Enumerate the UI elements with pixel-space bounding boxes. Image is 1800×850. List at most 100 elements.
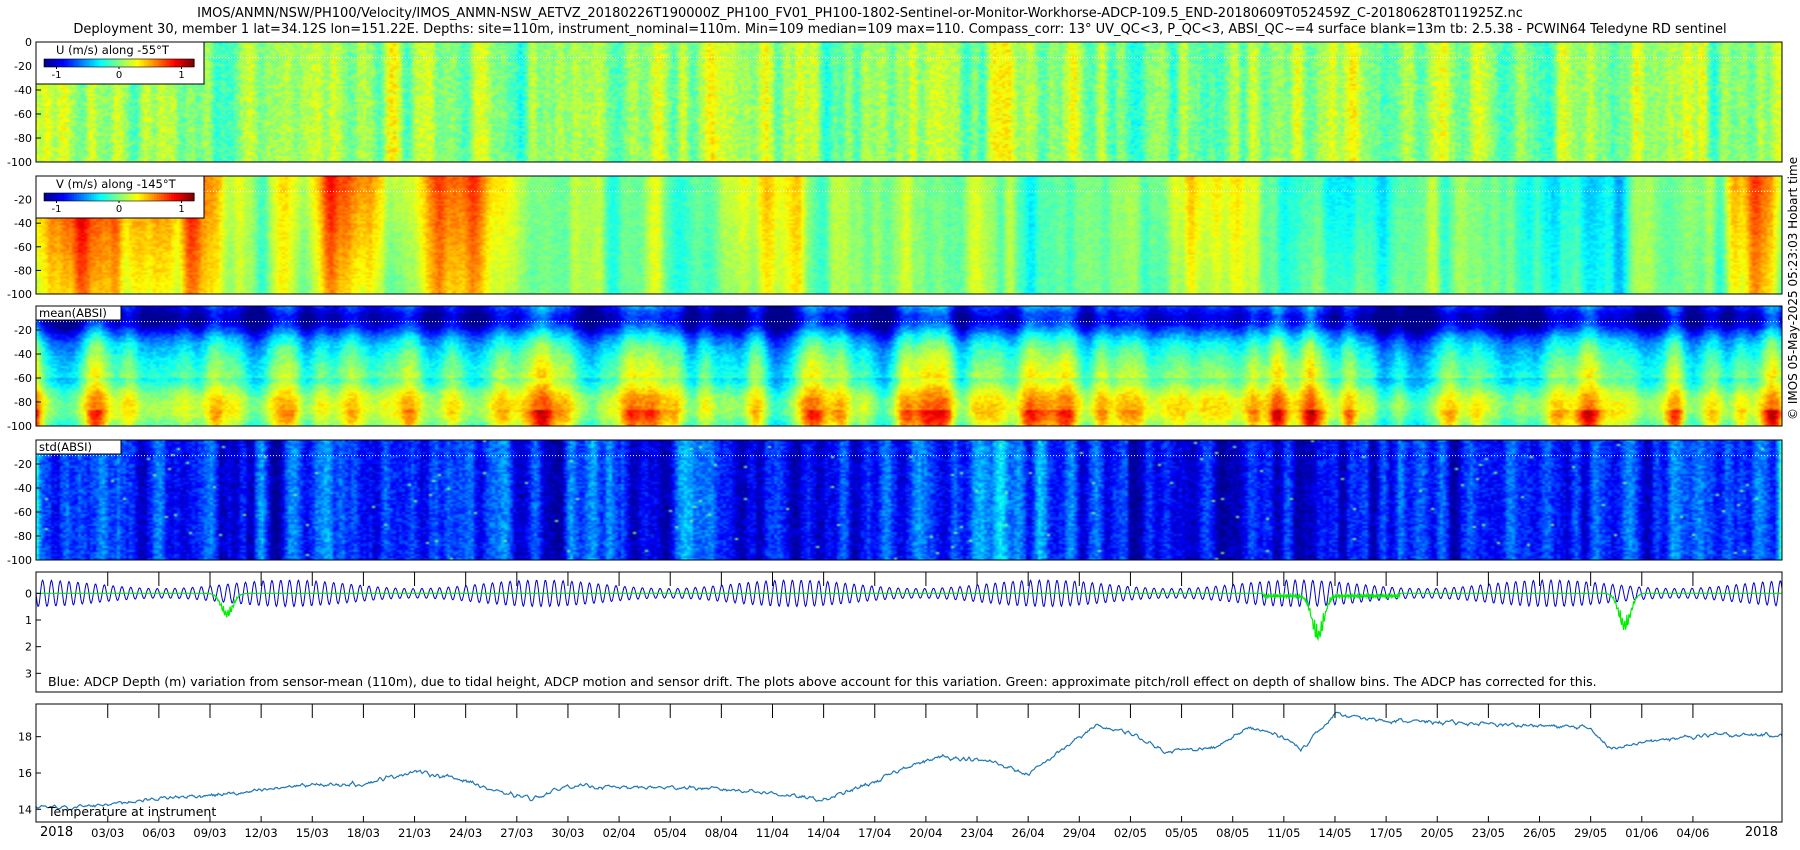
- colorbar-swatch: [64, 59, 68, 67]
- deployment-info-title: Deployment 30, member 1 lat=34.12S lon=1…: [73, 22, 1727, 37]
- colorbar-swatch: [136, 193, 140, 201]
- colorbar-swatch: [151, 193, 155, 201]
- colorbar-swatch: [101, 193, 105, 201]
- colorbar-swatch: [116, 193, 120, 201]
- y-tick-label: -80: [14, 264, 32, 277]
- colorbar-swatch: [134, 59, 138, 67]
- colorbar-swatch: [44, 59, 48, 67]
- x-tick-label: 05/04: [654, 826, 687, 840]
- colorbar-swatch: [186, 193, 190, 201]
- x-tick-label: 24/03: [449, 826, 482, 840]
- colorbar-swatch: [89, 193, 93, 201]
- colorbar-tick-label: 1: [178, 204, 184, 215]
- colorbar-swatch: [146, 59, 150, 67]
- y-tick-label: -60: [14, 506, 32, 519]
- colorbar-swatch: [164, 59, 168, 67]
- year-label-right: 2018: [1745, 825, 1778, 840]
- colorbar-swatch: [51, 193, 55, 201]
- colorbar-swatch: [131, 59, 135, 67]
- colorbar-swatch: [49, 59, 53, 67]
- colorbar-swatch: [169, 59, 173, 67]
- panel-label: U (m/s) along -55°T: [56, 43, 170, 57]
- colorbar-swatch: [101, 59, 105, 67]
- x-tick-label: 08/05: [1216, 826, 1249, 840]
- colorbar-swatch: [81, 59, 85, 67]
- colorbar-swatch: [96, 193, 100, 201]
- colorbar-tick-label: -1: [52, 204, 62, 215]
- colorbar-swatch: [81, 193, 85, 201]
- colorbar-swatch: [86, 193, 90, 201]
- colorbar-swatch: [91, 59, 95, 67]
- heatmap-image-4: [36, 440, 1782, 560]
- colorbar-swatch: [66, 59, 70, 67]
- x-tick-label: 01/06: [1625, 826, 1658, 840]
- colorbar-swatch: [46, 193, 50, 201]
- x-tick-label: 23/05: [1472, 826, 1505, 840]
- y-tick-label: -80: [14, 530, 32, 543]
- y-tick-label: -100: [7, 288, 32, 301]
- colorbar-swatch: [141, 193, 145, 201]
- x-tick-label: 20/05: [1421, 826, 1454, 840]
- colorbar-swatch: [79, 59, 83, 67]
- y-tick-label: -20: [14, 324, 32, 337]
- colorbar-swatch: [159, 193, 163, 201]
- panel-label-box: [35, 439, 122, 455]
- colorbar-swatch: [131, 193, 135, 201]
- colorbar-swatch: [106, 59, 110, 67]
- axes-frame-1: [35, 41, 1783, 163]
- x-tick-label: 06/03: [142, 826, 175, 840]
- depth-variation-line: [35, 578, 1783, 608]
- colorbar-swatch: [149, 193, 153, 201]
- colorbar-swatch: [161, 59, 165, 67]
- colorbar-swatch: [166, 193, 170, 201]
- x-tick-label: 18/03: [347, 826, 380, 840]
- colorbar-swatch: [156, 59, 160, 67]
- x-tick-label: 17/05: [1370, 826, 1403, 840]
- colorbar-swatch: [171, 193, 175, 201]
- colorbar-swatch: [156, 193, 160, 201]
- colorbar-swatch: [56, 59, 60, 67]
- x-tick-label: 20/04: [909, 826, 942, 840]
- y-tick-label: 14: [18, 803, 32, 816]
- y-tick-label: 0: [25, 587, 32, 600]
- x-tick-label: 29/04: [1063, 826, 1096, 840]
- colorbar-swatch: [64, 193, 68, 201]
- colorbar-swatch: [124, 59, 128, 67]
- x-tick-label: 11/04: [756, 826, 789, 840]
- colorbar-swatch: [54, 193, 58, 201]
- x-tick-label: 05/05: [1165, 826, 1198, 840]
- colorbar-swatch: [176, 59, 180, 67]
- axes-frame-6: [35, 703, 1783, 823]
- colorbar-swatch: [149, 59, 153, 67]
- colorbar-swatch: [129, 59, 133, 67]
- colorbar-swatch: [69, 59, 73, 67]
- x-tick-label: 17/04: [858, 826, 891, 840]
- colorbar-swatch: [69, 193, 73, 201]
- colorbar-swatch: [59, 193, 63, 201]
- heatmap-image-1: [36, 42, 1782, 162]
- colorbar-swatch: [139, 193, 143, 201]
- colorbar-swatch: [109, 193, 113, 201]
- heatmap-image-2: [36, 176, 1782, 294]
- colorbar-swatch: [119, 193, 123, 201]
- colorbar-swatch: [139, 59, 143, 67]
- colorbar-swatch: [169, 193, 173, 201]
- heatmap-image-3: [36, 306, 1782, 426]
- colorbar-tick-label: -1: [52, 70, 62, 81]
- x-tick-label: 27/03: [500, 826, 533, 840]
- y-tick-label: -100: [7, 420, 32, 433]
- colorbar-swatch: [114, 59, 118, 67]
- x-tick-label: 11/05: [1267, 826, 1300, 840]
- colorbar-swatch: [121, 193, 125, 201]
- colorbar-swatch: [159, 59, 163, 67]
- colorbar-swatch: [79, 193, 83, 201]
- y-tick-label: -20: [14, 458, 32, 471]
- y-tick-label: -20: [14, 194, 32, 207]
- colorbar-swatch: [91, 193, 95, 201]
- x-tick-label: 08/04: [705, 826, 738, 840]
- colorbar-swatch: [154, 59, 158, 67]
- colorbar-swatch: [84, 193, 88, 201]
- colorbar-swatch: [184, 59, 188, 67]
- colorbar-swatch: [99, 193, 103, 201]
- y-tick-label: -100: [7, 156, 32, 169]
